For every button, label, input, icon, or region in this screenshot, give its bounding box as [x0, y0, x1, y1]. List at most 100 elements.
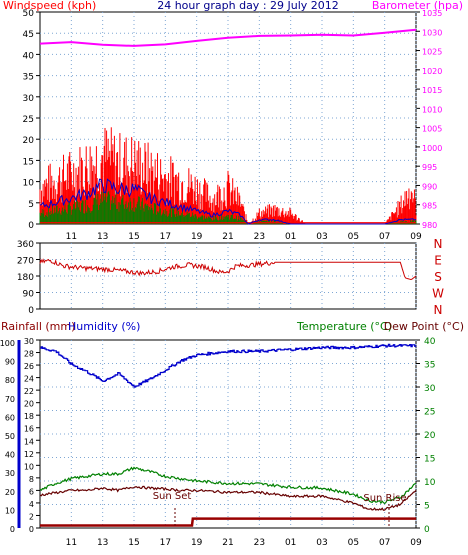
temperature-tick-label: 0 [424, 525, 430, 535]
windspeed-tick-label: 0 [28, 221, 34, 231]
time-tick-label: 05 [348, 538, 359, 548]
time-tick-label: 03 [316, 232, 327, 242]
rainfall-tick-label: 18 [24, 412, 34, 421]
time-tick-label: 13 [97, 538, 108, 548]
humidity-tick-label: 10 [5, 506, 15, 515]
windspeed-tick-label: 45 [23, 30, 34, 40]
humidity-tick-label: 20 [5, 488, 15, 497]
rainfall-tick-label: 24 [24, 375, 34, 384]
time-tick-label: 13 [97, 232, 108, 242]
time-tick-label: 01 [285, 538, 296, 548]
windspeed-tick-label: 35 [23, 73, 34, 83]
compass-label: N [434, 237, 443, 251]
time-tick-label: 15 [128, 232, 139, 242]
windspeed-axis-label: Windspeed (kph) [3, 0, 96, 12]
temperature-axis-label: Temperature (°C) [296, 320, 392, 333]
time-tick-label: 17 [160, 232, 171, 242]
time-tick-label: 07 [379, 538, 390, 548]
barometer-tick-label: 1035 [422, 9, 442, 18]
compass-label: N [434, 303, 443, 317]
compass-label: E [434, 254, 442, 268]
windspeed-tick-label: 10 [23, 179, 35, 189]
temperature-tick-label: 5 [424, 502, 430, 512]
humidity-tick-label: 100 [0, 339, 15, 348]
barometer-tick-label: 990 [422, 182, 437, 191]
rainfall-tick-label: 14 [24, 437, 34, 446]
sunset-label: Sun Set [153, 491, 192, 502]
time-tick-label: 21 [222, 538, 233, 548]
time-tick-label: 01 [285, 232, 296, 242]
rainfall-tick-label: 0 [29, 525, 34, 534]
barometer-tick-label: 1005 [422, 125, 442, 134]
temperature-tick-label: 15 [424, 455, 435, 465]
time-tick-label: 09 [410, 538, 422, 548]
barometer-tick-label: 985 [422, 202, 437, 211]
compass-label: S [434, 270, 442, 284]
time-tick-label: 19 [191, 538, 203, 548]
humidity-line [40, 343, 417, 388]
rainfall-line [40, 517, 416, 527]
humidity-tick-label: 70 [5, 395, 15, 404]
windspeed-tick-label: 30 [23, 94, 35, 104]
time-tick-label: 11 [66, 538, 77, 548]
temperature-tick-label: 40 [424, 337, 436, 347]
rainfall-tick-label: 26 [24, 362, 34, 371]
windspeed-tick-label: 15 [23, 157, 34, 167]
humidity-axis-label: Humidity (%) [68, 320, 140, 333]
barometer-tick-label: 1000 [422, 144, 442, 153]
rainfall-tick-label: 2 [29, 512, 34, 521]
temperature-tick-label: 10 [424, 478, 436, 488]
temperature-tick-label: 35 [424, 361, 435, 371]
direction-tick-label: 90 [23, 290, 35, 300]
windspeed-tick-label: 40 [23, 51, 35, 61]
temperature-tick-label: 25 [424, 408, 435, 418]
rainfall-tick-label: 30 [24, 337, 34, 346]
time-tick-label: 11 [66, 232, 77, 242]
time-tick-label: 09 [410, 232, 422, 242]
humidity-tick-label: 0 [10, 525, 15, 534]
rainfall-tick-label: 12 [24, 450, 34, 459]
time-tick-label: 15 [128, 538, 139, 548]
direction-tick-label: 270 [17, 257, 34, 267]
humidity-tick-label: 60 [5, 413, 15, 422]
time-tick-label: 07 [379, 232, 390, 242]
rainfall-tick-label: 20 [24, 400, 34, 409]
barometer-tick-label: 995 [422, 163, 437, 172]
sunrise-label: Sun Rise [363, 493, 406, 504]
graph-title: 24 hour graph day : 29 July 2012 [157, 0, 339, 12]
time-tick-label: 19 [191, 232, 203, 242]
rainfall-tick-label: 22 [24, 387, 34, 396]
average-wind-line [39, 178, 417, 225]
humidity-tick-label: 80 [5, 376, 15, 385]
temperature-tick-label: 30 [424, 384, 436, 394]
wind-direction-line [39, 258, 417, 281]
time-tick-label: 03 [316, 538, 327, 548]
barometer-tick-label: 1020 [422, 67, 442, 76]
humidity-tick-label: 30 [5, 469, 15, 478]
humidity-tick-label: 40 [5, 451, 15, 460]
barometer-tick-label: 1015 [422, 86, 442, 95]
barometer-axis-label: Barometer (hpa) [372, 0, 463, 12]
barometer-tick-label: 1025 [422, 48, 442, 57]
windspeed-tick-label: 25 [23, 115, 34, 125]
time-tick-label: 17 [160, 538, 171, 548]
barometer-tick-label: 980 [422, 221, 437, 230]
dewpoint-line [39, 485, 417, 511]
rainfall-tick-label: 16 [24, 425, 34, 434]
rainfall-tick-label: 6 [29, 487, 34, 496]
humidity-tick-label: 90 [5, 358, 15, 367]
rainfall-tick-label: 8 [29, 475, 34, 484]
windspeed-tick-label: 5 [28, 200, 34, 210]
temperature-tick-label: 20 [424, 431, 436, 441]
time-tick-label: 05 [348, 232, 359, 242]
temperature-line [39, 466, 417, 505]
time-tick-label: 23 [254, 538, 265, 548]
barometer-line [39, 28, 417, 47]
rainfall-tick-label: 4 [29, 500, 34, 509]
dewpoint-axis-label: Dew Point (°C) [384, 320, 464, 333]
compass-label: W [432, 287, 444, 301]
barometer-tick-label: 1010 [422, 105, 442, 114]
windspeed-tick-label: 50 [23, 9, 35, 19]
windspeed-tick-label: 20 [23, 136, 35, 146]
